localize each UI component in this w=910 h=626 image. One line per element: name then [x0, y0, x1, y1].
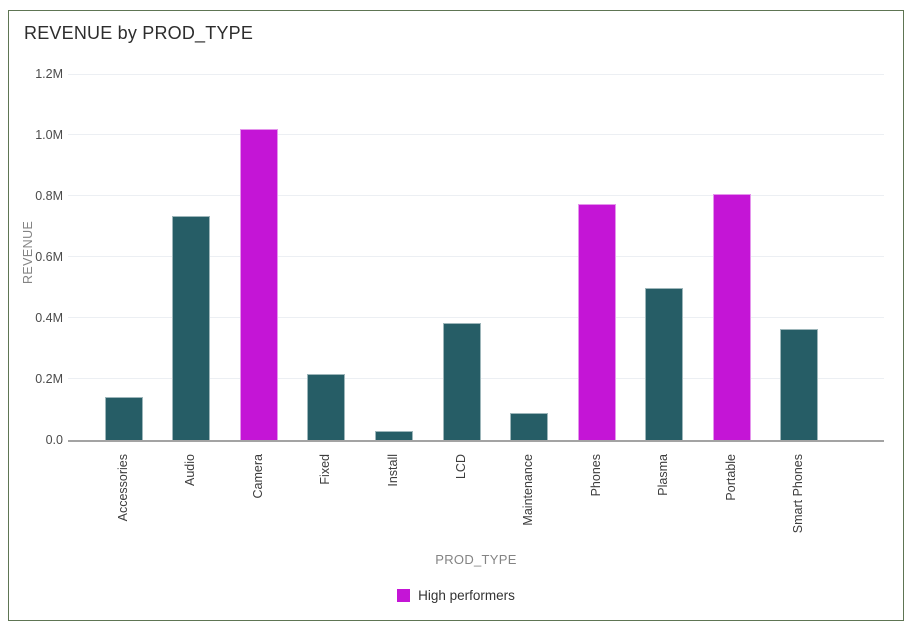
x-tick-cell-camera: Camera [225, 448, 293, 550]
bar-column-fixed [293, 74, 361, 440]
x-tick-label-fixed: Fixed [318, 454, 333, 485]
x-tick-label-smart-phones: Smart Phones [791, 454, 806, 534]
bar-fixed[interactable] [307, 374, 346, 440]
x-tick-label-portable: Portable [723, 454, 738, 501]
x-tick-cell-portable: Portable [698, 448, 766, 550]
bar-column-portable [698, 74, 766, 440]
bar-column-camera [225, 74, 293, 440]
x-tick-label-maintenance: Maintenance [521, 454, 536, 526]
y-tick-label-0.2M: 0.2M [35, 372, 63, 386]
bar-column-plasma [630, 74, 698, 440]
bar-maintenance[interactable] [510, 412, 549, 440]
y-tick-label-0.0: 0.0 [45, 433, 63, 447]
plot-area [68, 74, 884, 442]
gridline-0.4M [68, 317, 884, 318]
bar-phones[interactable] [577, 203, 616, 440]
bar-smart-phones[interactable] [780, 328, 819, 440]
bar-portable[interactable] [712, 194, 751, 440]
bar-column-install [360, 74, 428, 440]
x-tick-label-install: Install [385, 454, 400, 487]
gridline-1.2M [68, 74, 884, 75]
x-tick-label-camera: Camera [250, 454, 265, 499]
legend-swatch-high-performers[interactable] [397, 589, 411, 602]
bars-container [90, 74, 833, 440]
bar-column-phones [563, 74, 631, 440]
y-tick-label-0.4M: 0.4M [35, 311, 63, 325]
x-tick-label-phones: Phones [588, 454, 603, 497]
gridline-1.0M [68, 134, 884, 135]
y-tick-label-0.6M: 0.6M [35, 250, 63, 264]
y-tick-label-1.0M: 1.0M [35, 128, 63, 142]
bar-plasma[interactable] [645, 287, 684, 440]
bar-camera[interactable] [239, 128, 278, 440]
x-tick-cell-audio: Audio [158, 448, 226, 550]
bar-column-maintenance [495, 74, 563, 440]
bar-column-lcd [428, 74, 496, 440]
chart-card: REVENUE by PROD_TYPE REVENUE 0.0 0.2M 0.4M… [8, 10, 904, 621]
x-tick-label-audio: Audio [183, 454, 198, 486]
x-tick-label-lcd: LCD [453, 454, 468, 480]
y-tick-label-1.2M: 1.2M [35, 67, 63, 81]
x-tick-cell-maintenance: Maintenance [495, 448, 563, 550]
gridline-0.6M [68, 256, 884, 257]
gridline-0.8M [68, 195, 884, 196]
x-tick-label-accessories: Accessories [115, 454, 130, 522]
y-tick-label-0.8M: 0.8M [35, 189, 63, 203]
legend-label[interactable]: High performers [418, 588, 515, 603]
x-tick-cell-phones: Phones [563, 448, 631, 550]
bar-column-audio [158, 74, 226, 440]
x-tick-cell-fixed: Fixed [293, 448, 361, 550]
bar-column-smart-phones [765, 74, 833, 440]
bar-column-accessories [90, 74, 158, 440]
bar-accessories[interactable] [104, 397, 143, 440]
x-tick-label-plasma: Plasma [656, 454, 671, 496]
bar-install[interactable] [374, 430, 413, 440]
x-axis-title: PROD_TYPE [435, 552, 517, 567]
x-tick-cell-install: Install [360, 448, 428, 550]
chart-title: REVENUE by PROD_TYPE [24, 23, 254, 43]
x-tick-cell-accessories: Accessories [90, 448, 158, 550]
x-tick-cell-lcd: LCD [428, 448, 496, 550]
x-tick-labels: Accessories Audio Camera Fixed Install LCD Mai… [90, 448, 833, 550]
legend: High performers [9, 588, 903, 603]
x-tick-cell-plasma: Plasma [630, 448, 698, 550]
bar-audio[interactable] [172, 215, 211, 440]
bar-lcd[interactable] [442, 322, 481, 440]
x-tick-cell-smart-phones: Smart Phones [765, 448, 833, 550]
